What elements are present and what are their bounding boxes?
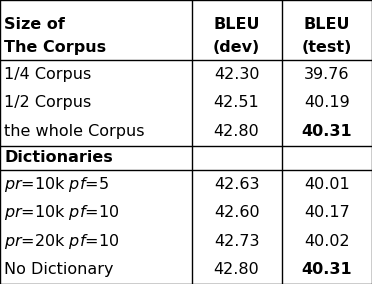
Text: Dictionaries: Dictionaries: [4, 150, 113, 165]
Text: BLEU: BLEU: [304, 17, 350, 32]
Text: $\mathit{pr}$=10k $\mathit{pf}$=5: $\mathit{pr}$=10k $\mathit{pf}$=5: [4, 175, 109, 194]
Text: 42.63: 42.63: [214, 177, 259, 192]
Text: 40.19: 40.19: [304, 95, 350, 110]
Text: 40.31: 40.31: [301, 262, 352, 277]
Text: Size of: Size of: [4, 17, 65, 32]
Text: 40.01: 40.01: [304, 177, 350, 192]
Text: 40.02: 40.02: [304, 234, 350, 249]
Text: 39.76: 39.76: [304, 67, 350, 82]
Text: BLEU: BLEU: [214, 17, 260, 32]
Text: No Dictionary: No Dictionary: [4, 262, 114, 277]
Text: 42.51: 42.51: [214, 95, 259, 110]
Text: The Corpus: The Corpus: [4, 39, 107, 55]
Text: $\mathit{pr}$=20k $\mathit{pf}$=10: $\mathit{pr}$=20k $\mathit{pf}$=10: [4, 232, 120, 251]
Text: 42.60: 42.60: [214, 205, 259, 220]
Text: (dev): (dev): [213, 39, 260, 55]
Text: 42.80: 42.80: [214, 124, 259, 139]
Text: the whole Corpus: the whole Corpus: [4, 124, 145, 139]
Text: 1/4 Corpus: 1/4 Corpus: [4, 67, 92, 82]
Text: 42.30: 42.30: [214, 67, 259, 82]
Text: (test): (test): [302, 39, 352, 55]
Text: $\mathit{pr}$=10k $\mathit{pf}$=10: $\mathit{pr}$=10k $\mathit{pf}$=10: [4, 203, 120, 222]
Text: 42.80: 42.80: [214, 262, 259, 277]
Text: 40.31: 40.31: [301, 124, 352, 139]
Text: 40.17: 40.17: [304, 205, 350, 220]
Text: 1/2 Corpus: 1/2 Corpus: [4, 95, 92, 110]
Text: 42.73: 42.73: [214, 234, 259, 249]
